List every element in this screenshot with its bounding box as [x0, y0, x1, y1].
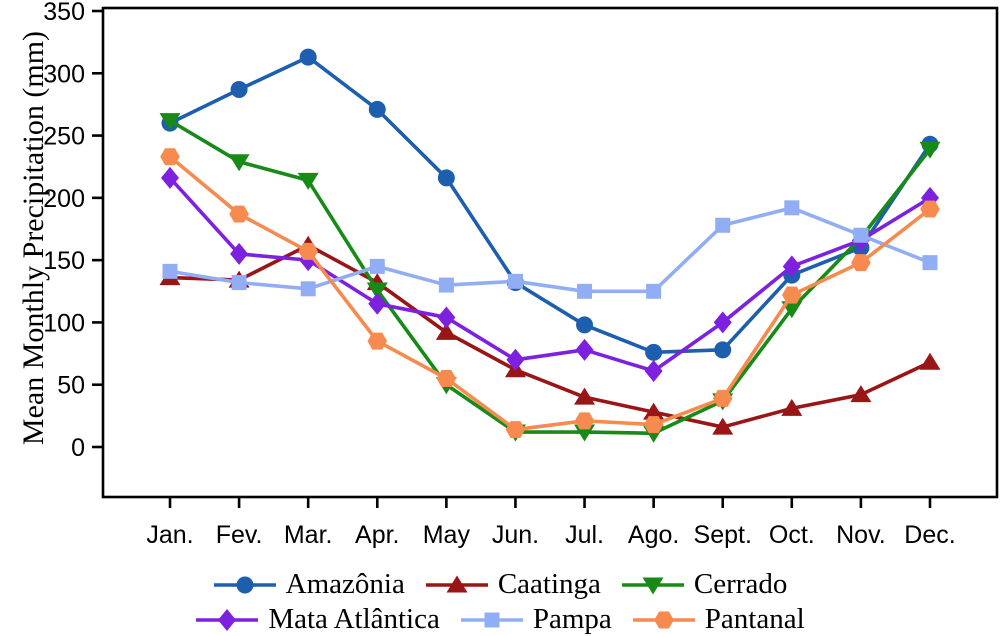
legend-item-cerrado: Cerrado	[621, 568, 787, 601]
cerrado-line-marker-icon	[621, 573, 685, 597]
x-tick-label: Jul.	[565, 521, 604, 549]
chart-legend: Amazônia Caatinga Cerrado Mata Atlântica…	[0, 568, 1000, 636]
legend-item-pampa: Pampa	[460, 603, 612, 636]
legend-label: Cerrado	[693, 568, 788, 600]
legend-label: Pantanal	[704, 603, 805, 635]
x-tick-label: Ago.	[628, 521, 679, 549]
x-tick-label: Fev.	[216, 521, 263, 549]
y-axis-title: Mean Monthly Precipitation (mm)	[17, 30, 50, 446]
pampa-line-marker-icon	[460, 608, 524, 632]
y-tick-label: 0	[71, 434, 85, 462]
legend-label: Caatinga	[497, 568, 601, 600]
y-tick-label: 350	[43, 0, 85, 26]
x-tick-label: Nov.	[836, 521, 886, 549]
y-tick-label: 300	[43, 60, 85, 88]
legend-row-2: Mata Atlântica Pampa Pantanal	[195, 603, 805, 636]
x-tick-label: Jan.	[146, 521, 193, 549]
caatinga-line-marker-icon	[425, 573, 489, 597]
amazonia-line-marker-icon	[213, 573, 277, 597]
pantanal-line-marker-icon	[632, 608, 696, 632]
legend-label: Pampa	[532, 603, 612, 635]
legend-label: Amazônia	[285, 568, 405, 600]
y-tick-label: 200	[43, 185, 85, 213]
x-tick-label: Oct.	[769, 521, 815, 549]
x-tick-label: May	[423, 521, 471, 549]
x-tick-label: Dec.	[904, 521, 955, 549]
y-tick-label: 150	[43, 247, 85, 275]
legend-item-caatinga: Caatinga	[425, 568, 601, 601]
legend-item-mata-atlantica: Mata Atlântica	[195, 603, 440, 636]
legend-label: Mata Atlântica	[268, 603, 440, 635]
x-tick-label: Jun.	[492, 521, 539, 549]
legend-item-amazonia: Amazônia	[213, 568, 405, 601]
x-tick-label: Apr.	[355, 521, 399, 549]
legend-row-1: Amazônia Caatinga Cerrado	[213, 568, 787, 601]
x-tick-label: Mar.	[284, 521, 333, 549]
y-tick-label: 250	[43, 123, 85, 151]
y-tick-label: 100	[43, 309, 85, 337]
legend-item-pantanal: Pantanal	[632, 603, 805, 636]
mata-atlantica-line-marker-icon	[195, 608, 259, 632]
y-tick-label: 50	[57, 372, 85, 400]
x-tick-label: Sept.	[694, 521, 752, 549]
